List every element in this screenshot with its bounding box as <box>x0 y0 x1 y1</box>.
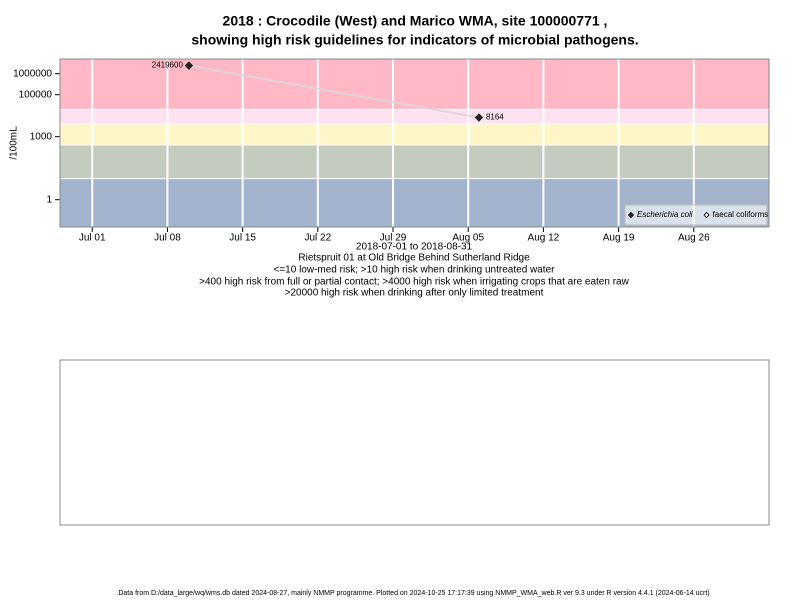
legend-label: Escherichia coli <box>637 210 693 219</box>
empty-panel <box>59 359 770 526</box>
risk-band <box>60 124 769 146</box>
x-tick-label: Jul 22 <box>304 233 331 244</box>
x-tick-label: Aug 19 <box>603 233 635 244</box>
series-line <box>188 64 480 119</box>
legend-marker <box>703 211 710 219</box>
legend-box <box>624 204 768 226</box>
x-tick-label: Jul 15 <box>229 233 256 244</box>
x-tick-label: Jul 08 <box>154 233 181 244</box>
risk-band <box>60 109 769 125</box>
y-tick-label: 1000 <box>30 131 53 142</box>
risk-band <box>60 145 769 179</box>
data-point <box>474 113 484 122</box>
x-tick-label: Jul 29 <box>380 233 407 244</box>
risk-band <box>60 59 769 110</box>
note: >400 high risk from full or partial cont… <box>199 277 629 288</box>
x-tick-label: Aug 05 <box>452 233 484 244</box>
y-tick-label: 1 <box>46 194 52 205</box>
y-tick-label: 1000000 <box>13 68 52 79</box>
footer: Data from D:/data_large/wq/wms.db dated … <box>118 590 709 597</box>
data-label: 8164 <box>486 113 504 122</box>
legend-label: faecal coliforms <box>713 210 769 219</box>
x-tick-label: Aug 26 <box>678 233 710 244</box>
x-axis-label: 2018-07-01 to 2018-08-31 <box>356 242 473 253</box>
y-axis-label: /100mL <box>9 126 20 160</box>
x-tick-label: Aug 12 <box>528 233 560 244</box>
note: >20000 high risk when drinking after onl… <box>285 288 544 299</box>
x-tick-label: Jul 01 <box>79 233 106 244</box>
data-point <box>184 61 194 70</box>
plot-frame <box>59 58 770 228</box>
data-label: 2419600 <box>152 61 184 70</box>
subtitle: Rietspruit 01 at Old Bridge Behind Suthe… <box>298 253 530 264</box>
y-tick-label: 100000 <box>19 89 53 100</box>
chart-title: showing high risk guidelines for indicat… <box>191 32 638 48</box>
legend-marker <box>627 211 635 219</box>
chart-title: 2018 : Crocodile (West) and Marico WMA, … <box>223 13 608 29</box>
note: <=10 low-med risk; >10 high risk when dr… <box>274 265 556 276</box>
